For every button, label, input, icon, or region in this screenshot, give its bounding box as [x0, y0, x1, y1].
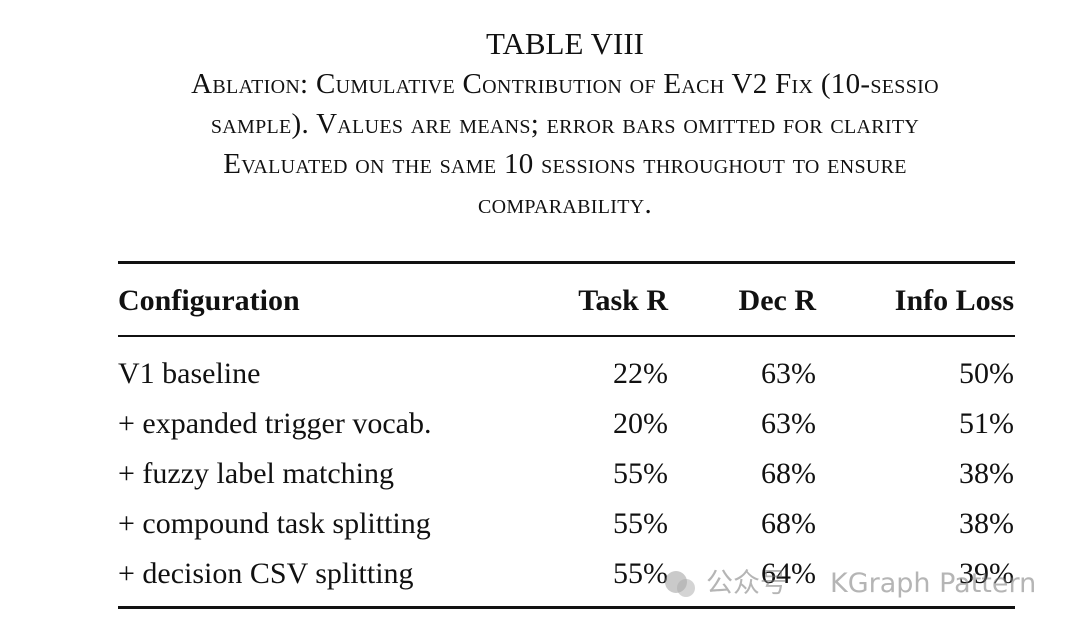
table-cell: 63%: [761, 407, 816, 440]
table-cell: 68%: [761, 457, 816, 490]
table-cell: + compound task splitting: [118, 507, 431, 540]
watermark-icon: [665, 571, 695, 597]
table-cell: V1 baseline: [118, 357, 261, 390]
table-cell: + fuzzy label matching: [118, 457, 394, 490]
table-cell: 38%: [959, 457, 1014, 490]
watermark-source: 公众号: [706, 568, 787, 599]
table-cell: 51%: [959, 407, 1014, 440]
header-cell: Configuration: [118, 284, 300, 317]
table-title: TABLE VIII: [486, 26, 644, 61]
top-rule: [118, 261, 1015, 264]
table-cell: 50%: [959, 357, 1014, 390]
table-cell: 55%: [613, 457, 668, 490]
table-cell: 38%: [959, 507, 1014, 540]
table-cell: 64%: [761, 557, 816, 590]
table-cell: 20%: [613, 407, 668, 440]
table-cell: + decision CSV splitting: [118, 557, 414, 590]
header-cell: Dec R: [738, 284, 816, 317]
table-cell: 63%: [761, 357, 816, 390]
bottom-rule: [118, 606, 1015, 609]
table-cell: 22%: [613, 357, 668, 390]
caption-line: sample). Values are means; error bars om…: [210, 108, 920, 140]
mid-rule: [118, 335, 1015, 337]
caption-line: Ablation: Cumulative Contribution of Eac…: [191, 68, 939, 100]
table-cell: 39%: [959, 557, 1014, 590]
table-cell: 55%: [613, 557, 668, 590]
header-cell: Task R: [578, 284, 668, 317]
caption-line: comparability.: [477, 188, 653, 220]
table-cell: + expanded trigger vocab.: [118, 407, 432, 440]
table-cell: 55%: [613, 507, 668, 540]
header-cell: Info Loss: [894, 284, 1014, 317]
caption-line: Evaluated on the same 10 sessions throug…: [223, 148, 907, 180]
table-cell: 68%: [761, 507, 816, 540]
watermark-name: KGraph Pattern: [830, 568, 1037, 599]
